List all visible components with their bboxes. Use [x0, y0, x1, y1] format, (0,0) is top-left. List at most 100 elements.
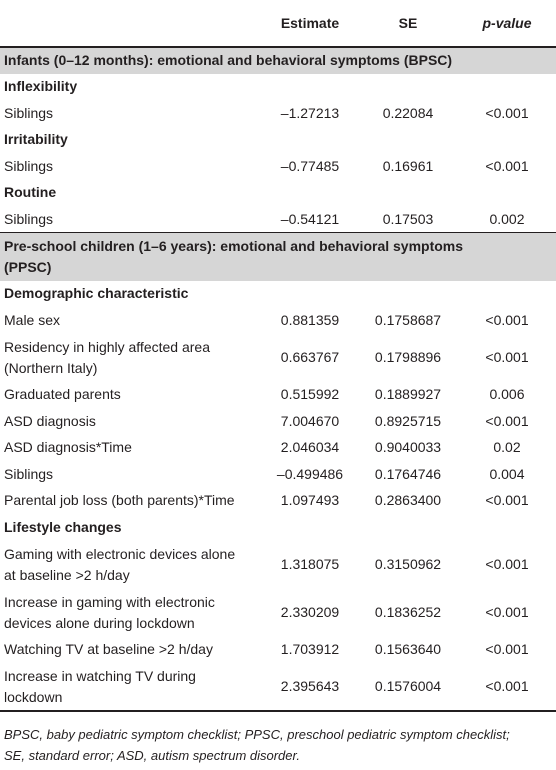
row-label: Residency in highly affected area (Northe… — [0, 334, 262, 382]
value-cell: 1.318075 — [280, 556, 340, 572]
results-table: Estimate SE p-value Infants (0–12 months… — [0, 0, 556, 712]
value-cell: <0.001 — [485, 104, 529, 121]
table-row: ASD diagnosis 7.004670 0.8925715 <0.001 — [0, 408, 556, 435]
table-row: Irritability — [0, 127, 556, 154]
text-line: Increase in watching TV during — [4, 667, 196, 684]
text-line: devices alone during lockdown — [4, 614, 195, 631]
text-line: Male sex — [4, 311, 61, 328]
group-header: Demographic characteristic — [4, 285, 189, 302]
table-row: Infants (0–12 months): emotional and beh… — [0, 46, 556, 74]
row-label: Siblings — [0, 206, 262, 233]
value-cell: 0.1563640 — [374, 641, 442, 658]
value-cell: 0.22084 — [382, 104, 434, 121]
value-cell: <0.001 — [485, 641, 529, 658]
table-row: Residency in highly affected area (Northe… — [0, 334, 556, 382]
text-line: Siblings — [4, 104, 54, 121]
value-cell: –0.54121 — [280, 210, 340, 227]
value-cell: 0.881359 — [280, 311, 340, 328]
value-cell: –0.499486 — [276, 465, 344, 482]
row-label: Increase in watching TV during lockdown — [0, 663, 262, 712]
row-label: ASD diagnosis*Time — [0, 435, 262, 462]
table-row: Routine — [0, 180, 556, 207]
value-cell: 2.395643 — [262, 663, 358, 712]
table-row: Gaming with electronic devices alone at b… — [0, 541, 556, 589]
group-header: Lifestyle changes — [4, 518, 122, 535]
text-line: Watching TV at baseline >2 h/day — [4, 641, 213, 658]
text-line: lockdown — [4, 688, 63, 705]
text-line: Siblings — [4, 465, 54, 482]
text-line: ASD diagnosis*Time — [4, 439, 132, 456]
value-cell: 0.1889927 — [374, 386, 442, 403]
text-line: at baseline >2 h/day — [4, 566, 130, 583]
value-cell: 0.1836252 — [374, 604, 442, 620]
text-line: Increase in gaming with electronic — [4, 593, 215, 610]
value-cell: <0.001 — [485, 311, 529, 328]
text-line: (Northern Italy) — [4, 359, 98, 376]
table-row: Inflexibility — [0, 74, 556, 101]
row-label: Parental job loss (both parents)*Time — [0, 488, 262, 515]
group-header: Routine — [4, 184, 57, 201]
group-header: Inflexibility — [4, 78, 78, 95]
table-row: Parental job loss (both parents)*Time 1.0… — [0, 488, 556, 515]
section-header: Infants (0–12 months): emotional and beh… — [0, 46, 556, 74]
value-cell: 0.17503 — [382, 210, 434, 227]
text-line: ASD diagnosis — [4, 412, 96, 429]
row-label: Siblings — [0, 461, 262, 488]
row-label: Siblings — [0, 100, 262, 127]
value-cell: 0.3150962 — [374, 556, 442, 572]
table-row: Siblings –0.77485 0.16961 <0.001 — [0, 153, 556, 180]
value-cell: 1.097493 — [280, 492, 340, 509]
value-cell: 0.1798896 — [374, 349, 442, 365]
text-line: Siblings — [4, 157, 54, 174]
value-cell: <0.001 — [458, 663, 556, 712]
table-row: Demographic characteristic — [0, 281, 556, 308]
group-header: Irritability — [4, 131, 68, 148]
row-label: ASD diagnosis — [0, 408, 262, 435]
value-cell: 0.1576004 — [358, 663, 458, 712]
value-cell: <0.001 — [485, 556, 529, 572]
value-cell: 2.046034 — [280, 439, 340, 456]
row-label: Graduated parents — [0, 382, 262, 409]
value-cell: 0.2863400 — [374, 492, 442, 509]
value-cell: 0.1764746 — [374, 465, 442, 482]
row-label: Siblings — [0, 153, 262, 180]
row-label: Increase in gaming with electronic device… — [0, 589, 262, 637]
table-row: Increase in gaming with electronic device… — [0, 589, 556, 637]
text-line: Infants (0–12 months): emotional and beh… — [4, 52, 453, 69]
value-cell: 0.02 — [493, 439, 521, 456]
text-line: Graduated parents — [4, 386, 121, 403]
value-cell: 0.8925715 — [374, 412, 442, 429]
table-row: Lifestyle changes — [0, 514, 556, 541]
table-row: Graduated parents 0.515992 0.1889927 0.006 — [0, 382, 556, 409]
value-cell: 0.004 — [489, 465, 525, 482]
text-line: SE, standard error; ASD, autism spectrum… — [4, 748, 300, 763]
text-line: Gaming with electronic devices alone — [4, 545, 236, 562]
value-cell: <0.001 — [485, 157, 529, 174]
value-cell: <0.001 — [485, 349, 529, 365]
section-header: Pre-school children (1–6 years): emotion… — [0, 232, 556, 281]
value-cell: <0.001 — [485, 412, 529, 429]
value-cell: –1.27213 — [280, 104, 340, 121]
value-cell: <0.001 — [485, 604, 529, 620]
value-cell: 1.703912 — [280, 641, 340, 658]
value-cell: 0.16961 — [382, 157, 434, 174]
footnote: BPSC, baby pediatric symptom checklist; … — [0, 712, 556, 766]
value-cell: 0.002 — [489, 210, 525, 227]
text-line: Residency in highly affected area — [4, 338, 210, 355]
text-line: Siblings — [4, 210, 54, 227]
text-line: (PPSC) — [4, 258, 52, 275]
value-cell: 0.1758687 — [374, 311, 442, 328]
header-blank — [0, 0, 262, 48]
table-row: Siblings –0.499486 0.1764746 0.004 — [0, 461, 556, 488]
value-cell: 7.004670 — [280, 412, 340, 429]
value-cell: 0.515992 — [280, 386, 340, 403]
value-cell: 0.006 — [489, 386, 525, 403]
table-row: Male sex 0.881359 0.1758687 <0.001 — [0, 307, 556, 334]
row-label: Male sex — [0, 307, 262, 334]
table-row: Siblings –0.54121 0.17503 0.002 — [0, 206, 556, 233]
row-label: Watching TV at baseline >2 h/day — [0, 637, 262, 664]
table-row: Siblings –1.27213 0.22084 <0.001 — [0, 100, 556, 127]
text-line: BPSC, baby pediatric symptom checklist; … — [4, 727, 510, 742]
row-label: Gaming with electronic devices alone at b… — [0, 541, 262, 589]
